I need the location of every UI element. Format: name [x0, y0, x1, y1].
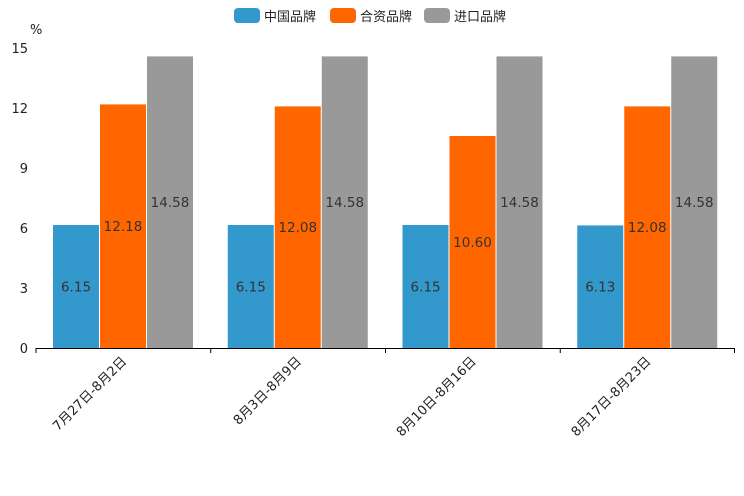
- bar: [624, 106, 671, 349]
- bars: [53, 56, 718, 349]
- x-tick-label: 7月27日-8月2日: [50, 354, 130, 434]
- data-label: 12.08: [278, 220, 317, 236]
- legend-label: 中国品牌: [264, 9, 316, 25]
- data-label: 12.08: [628, 220, 667, 236]
- x-tick-label: 8月17日-8月23日: [569, 354, 655, 440]
- bar: [402, 225, 449, 348]
- data-label: 6.13: [585, 280, 615, 296]
- bar: [577, 225, 624, 348]
- data-labels: 6.15 12.18 14.58 6.15 12.08 14.58 6.15 10.60 14.…: [61, 195, 714, 296]
- bar: [274, 106, 321, 349]
- bar: [449, 136, 496, 348]
- legend-item[interactable]: 中国品牌: [234, 8, 316, 25]
- legend-swatch: [424, 8, 450, 23]
- bar: [671, 56, 718, 349]
- legend-swatch: [330, 8, 356, 23]
- data-label: 6.15: [410, 280, 440, 296]
- data-label: 6.15: [236, 280, 266, 296]
- data-label: 14.58: [325, 195, 364, 211]
- legend: 中国品牌 合资品牌 进口品牌: [234, 8, 506, 25]
- y-axis-unit-label: %: [30, 23, 42, 38]
- y-tick-label: 15: [11, 42, 28, 57]
- x-tick-label: 8月10日-8月16日: [394, 354, 480, 440]
- y-tick-label: 0: [20, 342, 28, 357]
- bar: [100, 104, 146, 349]
- y-tick-label: 6: [20, 222, 28, 237]
- x-tick-label: 8月3日-8月9日: [231, 354, 305, 428]
- legend-label: 进口品牌: [454, 9, 506, 25]
- y-tick-label: 9: [20, 162, 28, 177]
- bar: [53, 225, 99, 348]
- legend-swatch: [234, 8, 260, 23]
- legend-item[interactable]: 进口品牌: [424, 8, 506, 25]
- y-axis: 0 3 6 9 12 15: [11, 42, 28, 357]
- data-label: 10.60: [453, 235, 492, 251]
- bar: [147, 56, 193, 349]
- data-label: 14.58: [151, 195, 190, 211]
- y-tick-label: 3: [20, 282, 28, 297]
- y-tick-label: 12: [11, 102, 28, 117]
- legend-item[interactable]: 合资品牌: [330, 8, 412, 25]
- bar: [227, 225, 274, 348]
- data-label: 6.15: [61, 280, 91, 296]
- data-label: 14.58: [500, 195, 539, 211]
- legend-label: 合资品牌: [360, 9, 412, 25]
- bar: [321, 56, 368, 349]
- bar: [496, 56, 543, 349]
- x-axis: 7月27日-8月2日 8月3日-8月9日 8月10日-8月16日 8月17日-8月23…: [35, 348, 735, 440]
- data-label: 14.58: [675, 195, 714, 211]
- data-label: 12.18: [104, 219, 143, 235]
